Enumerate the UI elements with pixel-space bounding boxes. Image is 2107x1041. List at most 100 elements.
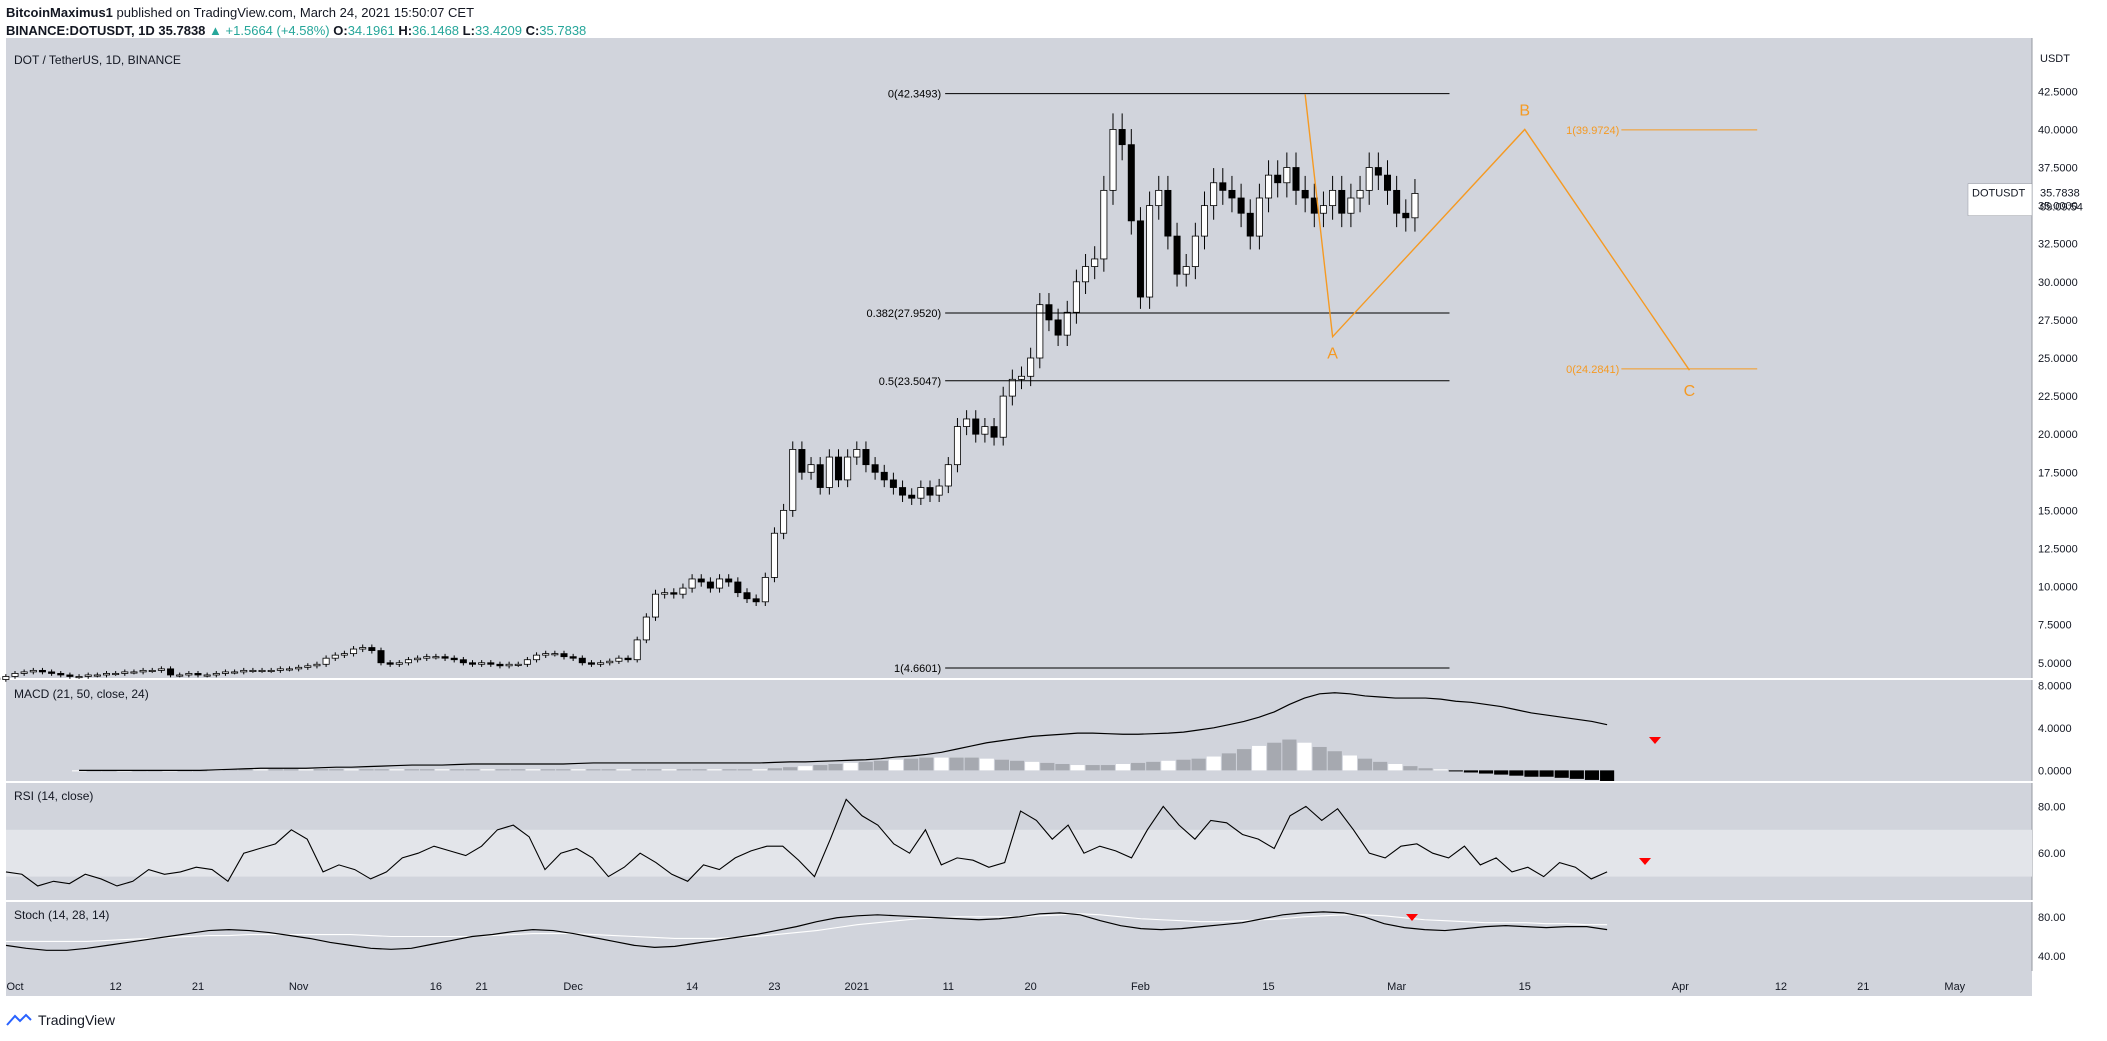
candle-body — [926, 487, 934, 496]
candle-body — [560, 653, 568, 658]
candle-body — [1347, 197, 1355, 214]
candle-body — [414, 657, 422, 661]
candle-body — [1173, 235, 1181, 275]
candle-body — [862, 449, 870, 466]
candle-body — [368, 647, 376, 651]
price-tick-label: 20.0000 — [2038, 429, 2078, 441]
macd-histogram-bar — [1131, 762, 1146, 771]
candle-body — [880, 471, 888, 481]
candle-body — [743, 592, 751, 600]
candle-body — [899, 487, 907, 496]
price-tick-label: 10.0000 — [2038, 582, 2078, 594]
time-tick-label: 15 — [1519, 981, 1531, 993]
candle-body — [194, 673, 202, 676]
candle-body — [322, 657, 330, 665]
candle-body — [404, 659, 412, 664]
macd-histogram-bar — [344, 769, 359, 771]
macd-histogram-bar — [510, 769, 525, 771]
candle-body — [38, 669, 46, 673]
projection-level-label: 0(24.2841) — [1566, 364, 1619, 376]
candle-body — [606, 660, 614, 664]
macd-histogram-bar — [1554, 770, 1569, 778]
candle-body — [203, 674, 211, 677]
macd-bearish-arrow — [1649, 737, 1661, 744]
macd-histogram-bar — [1539, 770, 1554, 777]
macd-histogram-bar — [1373, 761, 1388, 771]
macd-histogram-bar — [949, 757, 964, 771]
stoch-d-line — [6, 913, 1608, 942]
candle-body — [295, 666, 303, 670]
time-axis — [6, 971, 2032, 996]
candle-body — [20, 671, 28, 674]
open-label: O: — [333, 23, 348, 38]
stoch-k-line — [5, 911, 1608, 951]
macd-histogram-bar — [1252, 745, 1267, 771]
candle-body — [240, 669, 248, 673]
candle-body — [121, 671, 129, 674]
candle-body — [514, 663, 522, 666]
candle-body — [1237, 197, 1245, 214]
price-tick-label: 27.5000 — [2038, 315, 2078, 327]
candle-body — [624, 657, 632, 661]
price-tick-label: 37.5000 — [2038, 163, 2078, 175]
macd-histogram-bar — [465, 769, 480, 771]
candle-body — [1018, 375, 1026, 380]
macd-histogram-bar — [1040, 762, 1055, 771]
macd-histogram-bar — [783, 767, 798, 771]
candle-body — [688, 578, 696, 589]
time-tick-label: Nov — [289, 981, 309, 993]
price-tick-label: 12.5000 — [2038, 543, 2078, 555]
candle-body — [1265, 174, 1273, 199]
macd-histogram-bar — [1463, 770, 1479, 773]
candle-body — [1384, 174, 1392, 191]
macd-histogram-bar — [480, 769, 495, 771]
price-tick-label: 35.0000 — [2038, 201, 2078, 213]
macd-histogram-bar — [601, 769, 616, 771]
stoch-bearish-arrow — [1406, 914, 1418, 921]
macd-histogram-bar — [692, 769, 707, 771]
macd-histogram-bar — [329, 769, 344, 771]
published-text: published on TradingView.com, March 24, … — [116, 5, 475, 20]
macd-histogram-bar — [1524, 770, 1539, 777]
candle-body — [597, 662, 605, 665]
candle-body — [697, 578, 705, 583]
candle-body — [615, 657, 623, 662]
macd-histogram-bar — [1161, 760, 1176, 771]
low-label: L: — [462, 23, 475, 38]
macd-histogram-bar — [1584, 770, 1600, 780]
candle-body — [1155, 189, 1163, 207]
candle-body — [798, 449, 806, 473]
candle-body — [267, 669, 275, 672]
wave-label: B — [1519, 102, 1530, 119]
publisher-name[interactable]: BitcoinMaximus1 — [6, 5, 113, 20]
rsi-title: RSI (14, close) — [14, 789, 93, 803]
macd-histogram-bar — [495, 769, 510, 771]
candle-body — [935, 485, 943, 496]
time-tick-label: 21 — [1857, 981, 1869, 993]
currency-label: USDT — [2040, 53, 2070, 65]
tradingview-brand[interactable]: TradingView — [38, 1012, 116, 1028]
macd-histogram-bar — [873, 760, 888, 771]
candle-body — [1127, 144, 1135, 222]
macd-histogram-bar — [238, 769, 253, 771]
macd-histogram-bar — [979, 758, 994, 771]
candle-body — [990, 426, 998, 438]
candle-body — [1201, 205, 1209, 237]
macd-histogram-bar — [631, 769, 646, 771]
high-value: 36.1468 — [412, 23, 460, 38]
macd-histogram-bar — [253, 769, 268, 771]
candle-body — [450, 657, 458, 661]
macd-histogram-bar — [828, 763, 843, 771]
macd-histogram-bar — [1176, 759, 1191, 771]
rsi-tick-label: 80.00 — [2038, 801, 2066, 813]
wave-label: A — [1327, 346, 1338, 363]
candle-body — [1255, 197, 1263, 237]
open-value: 34.1961 — [347, 23, 395, 38]
candle-body — [57, 673, 65, 676]
candle-body — [1063, 311, 1071, 336]
candle-body — [285, 668, 293, 671]
candle-body — [633, 639, 641, 661]
macd-histogram-bar — [1221, 753, 1236, 771]
candle-body — [1100, 189, 1108, 260]
